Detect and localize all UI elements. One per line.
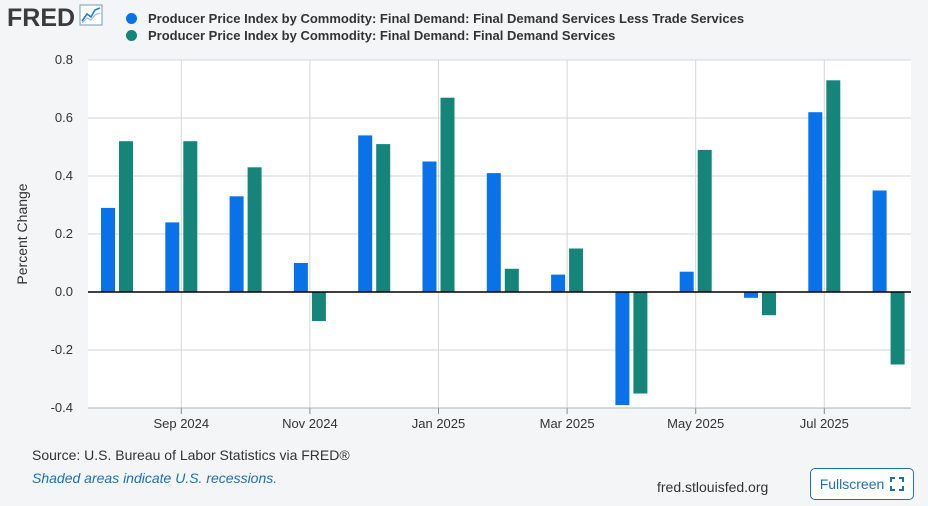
bar-series-1	[101, 207, 115, 292]
bar-series-1	[486, 173, 501, 292]
y-tick-label: -0.2	[51, 342, 73, 357]
bar-series-1	[422, 161, 437, 292]
x-tick-label: Jan 2025	[412, 416, 466, 431]
bar-series-1	[229, 196, 244, 292]
y-tick-label: 0.8	[55, 52, 73, 67]
bar-series-1	[358, 135, 373, 292]
bar-series-2	[119, 141, 133, 292]
fullscreen-label: Fullscreen	[819, 476, 885, 492]
bar-series-2	[504, 268, 519, 292]
bar-series-1	[293, 263, 308, 292]
bar-series-1	[679, 271, 694, 292]
x-tick-label: Mar 2025	[540, 416, 595, 431]
chart-area: 0.8 0.6 0.4 0.2 0.0 -0.2 -0.4 Sep 2024 Nov 2024 J…	[14, 52, 911, 431]
fred-logo-text: FRED	[7, 4, 76, 32]
y-tick-label: -0.4	[51, 400, 73, 415]
bar-series-1	[551, 274, 566, 292]
bar-series-1	[808, 112, 823, 292]
recession-note: Shaded areas indicate U.S. recessions.	[32, 470, 278, 486]
bar-series-1	[165, 222, 180, 292]
bar-series-2	[890, 292, 905, 365]
line-chart-icon	[79, 4, 103, 31]
source-note: Source: U.S. Bureau of Labor Statistics …	[32, 447, 350, 463]
fred-logo[interactable]: FRED	[7, 4, 103, 32]
bar-series-2	[826, 80, 841, 292]
legend-swatch-series-1	[126, 13, 137, 24]
legend-item-series-2[interactable]: Producer Price Index by Commodity: Final…	[126, 27, 744, 44]
fullscreen-icon	[890, 477, 905, 491]
bar-series-2	[697, 149, 712, 292]
x-tick-label: May 2025	[667, 416, 724, 431]
bar-series-2	[569, 248, 584, 292]
x-tick-label: Nov 2024	[282, 416, 338, 431]
bar-series-2	[376, 144, 391, 292]
y-tick-label: 0.0	[55, 284, 73, 299]
bar-series-2	[440, 97, 455, 292]
y-tick-label: 0.4	[55, 168, 73, 183]
bar-series-2	[633, 292, 648, 394]
x-tick-label: Sep 2024	[153, 416, 209, 431]
y-tick-label: 0.2	[55, 226, 73, 241]
bar-series-2	[247, 167, 262, 292]
bar-series-2	[183, 141, 198, 292]
bar-series-1	[872, 190, 887, 292]
bar-series-2	[311, 292, 326, 321]
legend-item-series-1[interactable]: Producer Price Index by Commodity: Final…	[126, 10, 744, 27]
x-tick-label: Jul 2025	[800, 416, 849, 431]
bar-series-2	[762, 292, 776, 316]
legend-label-series-1: Producer Price Index by Commodity: Final…	[148, 11, 745, 26]
legend-label-series-2: Producer Price Index by Commodity: Final…	[148, 28, 616, 43]
legend-swatch-series-2	[126, 30, 137, 41]
fullscreen-button[interactable]: Fullscreen	[810, 468, 914, 500]
chart-legend: Producer Price Index by Commodity: Final…	[126, 10, 744, 44]
bar-series-1	[744, 292, 758, 298]
site-url[interactable]: fred.stlouisfed.org	[657, 479, 769, 495]
y-tick-label: 0.6	[55, 110, 73, 125]
y-axis-label: Percent Change	[14, 183, 30, 284]
bar-series-1	[615, 292, 630, 406]
